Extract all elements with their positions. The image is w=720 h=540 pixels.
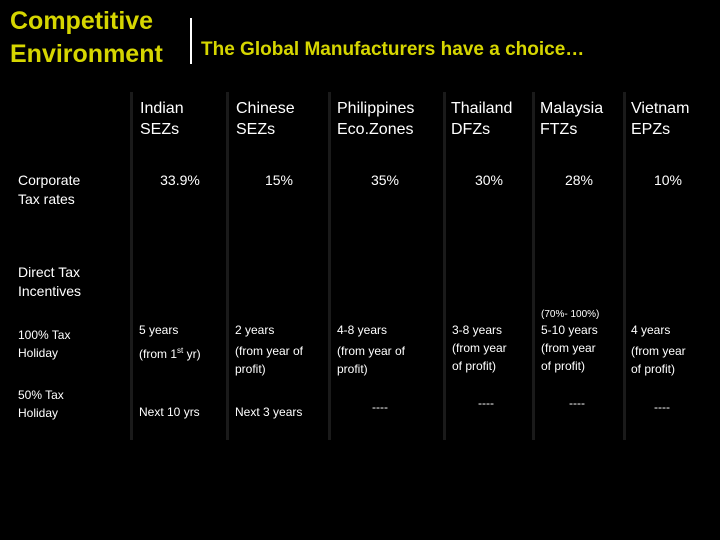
row-label-direct-tax: Direct Tax Incentives	[18, 263, 81, 301]
header-thailand: Thailand DFZs	[451, 98, 512, 140]
cell-line: (from year	[631, 344, 686, 358]
header-chinese: Chinese SEZs	[236, 98, 295, 140]
header-line: Chinese	[236, 100, 295, 117]
header-line: Eco.Zones	[337, 121, 414, 138]
cell-line: 5-10 years	[541, 323, 598, 337]
cell-line: 2 years	[235, 323, 275, 337]
page-title-line2: Environment	[10, 40, 163, 68]
holiday50-chinese: Next 3 years	[235, 405, 303, 419]
tax-rate-chinese: 15%	[264, 172, 294, 188]
malaysia-note: (70%- 100%)	[541, 309, 600, 320]
header-line: Thailand	[451, 100, 513, 117]
cell-line: of profit)	[631, 362, 676, 376]
cell-line: profit)	[337, 362, 368, 376]
row-label-line: Holiday	[18, 406, 59, 420]
column-vietnam	[626, 92, 718, 440]
row-label-column	[10, 92, 130, 440]
cell-line: 4-8 years	[337, 323, 388, 337]
tax-rate-thailand: 30%	[474, 172, 504, 188]
holiday100-chinese: 2 years (from year of profit)	[235, 321, 303, 378]
row-label-50-holiday: 50% Tax Holiday	[18, 386, 64, 422]
header-malaysia: Malaysia FTZs	[540, 98, 603, 140]
holiday100-malaysia: 5-10 years (from year of profit)	[541, 321, 598, 375]
header-line: Malaysia	[540, 100, 604, 117]
header-line: DFZs	[451, 121, 491, 138]
row-label-line: 100% Tax	[18, 328, 71, 342]
row-label-line: Incentives	[18, 283, 82, 299]
holiday50-vietnam: ----	[654, 400, 670, 414]
cell-line: (from year of	[337, 344, 406, 358]
cell-line: (from year of	[235, 344, 304, 358]
cell-line: (from 1st yr)	[139, 342, 201, 363]
cell-line: of profit)	[452, 359, 497, 373]
header-line: Indian	[140, 100, 184, 117]
header-line: Vietnam	[631, 100, 690, 117]
holiday100-philippines: 4-8 years (from year of profit)	[337, 321, 405, 378]
cell-line: (from year	[452, 341, 507, 355]
row-label-line: Corporate	[18, 172, 81, 188]
holiday50-philippines: ----	[372, 400, 388, 414]
page-subtitle: The Global Manufacturers have a choice…	[201, 39, 585, 60]
cell-text: (from 1	[139, 347, 178, 361]
header-line: FTZs	[540, 121, 578, 138]
row-label-100-holiday: 100% Tax Holiday	[18, 326, 70, 362]
row-label-line: Direct Tax	[18, 264, 80, 280]
holiday100-thailand: 3-8 years (from year of profit)	[452, 321, 507, 375]
header-line: Philippines	[337, 100, 415, 117]
cell-line: of profit)	[541, 359, 586, 373]
column-indian	[133, 92, 226, 440]
holiday50-thailand: ----	[478, 396, 494, 410]
cell-line: profit)	[235, 362, 266, 376]
cell-line: (from year	[541, 341, 596, 355]
row-label-corporate-tax: Corporate Tax rates	[18, 171, 80, 209]
row-label-line: Holiday	[18, 346, 59, 360]
cell-text: yr)	[183, 347, 201, 361]
page-title-line1: Competitive	[10, 7, 154, 35]
column-philippines	[331, 92, 443, 440]
cell-line: 3-8 years	[452, 323, 503, 337]
holiday50-malaysia: ----	[569, 396, 585, 410]
tax-rate-vietnam: 10%	[653, 172, 683, 188]
column-malaysia	[535, 92, 623, 440]
cell-superscript: st	[177, 346, 184, 355]
cell-line: 4 years	[631, 323, 671, 337]
row-label-line: 50% Tax	[18, 388, 64, 402]
column-chinese	[229, 92, 328, 440]
row-label-line: Tax rates	[18, 191, 75, 207]
header-line: EPZs	[631, 121, 671, 138]
holiday100-indian: 5 years (from 1st yr)	[139, 321, 201, 363]
cell-line: 5 years	[139, 323, 179, 337]
title-divider	[190, 18, 192, 64]
header-line: SEZs	[140, 121, 180, 138]
header-indian: Indian SEZs	[140, 98, 184, 140]
header-vietnam: Vietnam EPZs	[631, 98, 689, 140]
tax-rate-malaysia: 28%	[564, 172, 594, 188]
header-line: SEZs	[236, 121, 276, 138]
holiday50-indian: Next 10 yrs	[139, 405, 200, 419]
holiday100-vietnam: 4 years (from year of profit)	[631, 321, 686, 378]
header-philippines: Philippines Eco.Zones	[337, 98, 414, 140]
tax-rate-philippines: 35%	[370, 172, 400, 188]
tax-rate-indian: 33.9%	[160, 172, 200, 188]
column-thailand	[446, 92, 532, 440]
